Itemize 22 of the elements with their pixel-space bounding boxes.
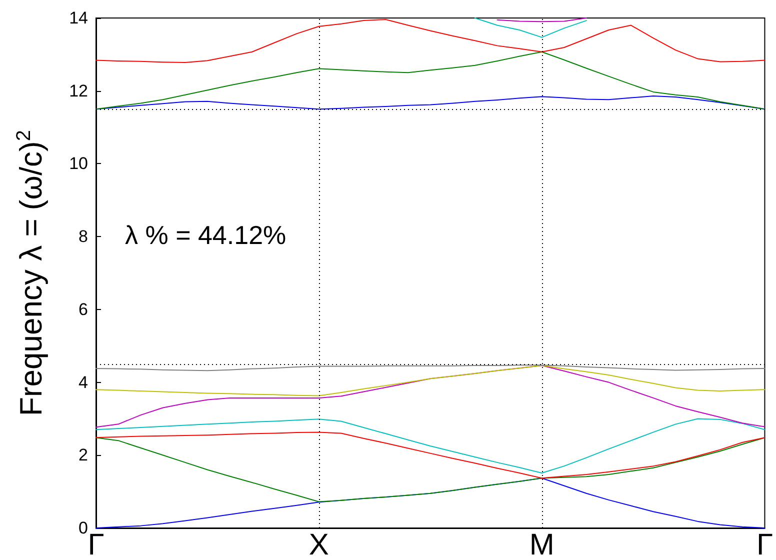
y-tick-label: 10 xyxy=(69,154,88,174)
line-series xyxy=(96,365,766,396)
x-tick-label: M xyxy=(529,528,554,560)
y-tick-label: 6 xyxy=(78,300,88,319)
y-tick-label: 14 xyxy=(69,8,88,28)
y-tick-label: 4 xyxy=(78,372,88,392)
x-tick-label: Γ xyxy=(88,528,104,560)
y-axis-title: Frequency λ = (ω/c)2 xyxy=(13,130,48,416)
y-tick-label: 0 xyxy=(78,518,88,538)
line-series xyxy=(96,51,766,110)
line-series xyxy=(96,18,766,63)
line-series xyxy=(96,437,766,502)
y-tick-label: 2 xyxy=(78,446,88,465)
y-tick-label: 8 xyxy=(78,227,88,246)
line-series xyxy=(96,418,766,474)
line-series xyxy=(96,95,766,110)
line-series xyxy=(96,432,766,479)
annotation: λ % = 44.12% xyxy=(125,220,286,250)
x-tick-label: Γ xyxy=(756,528,774,560)
line-series xyxy=(474,18,587,38)
x-tick-label: X xyxy=(308,528,329,560)
y-tick-label: 12 xyxy=(69,81,88,100)
